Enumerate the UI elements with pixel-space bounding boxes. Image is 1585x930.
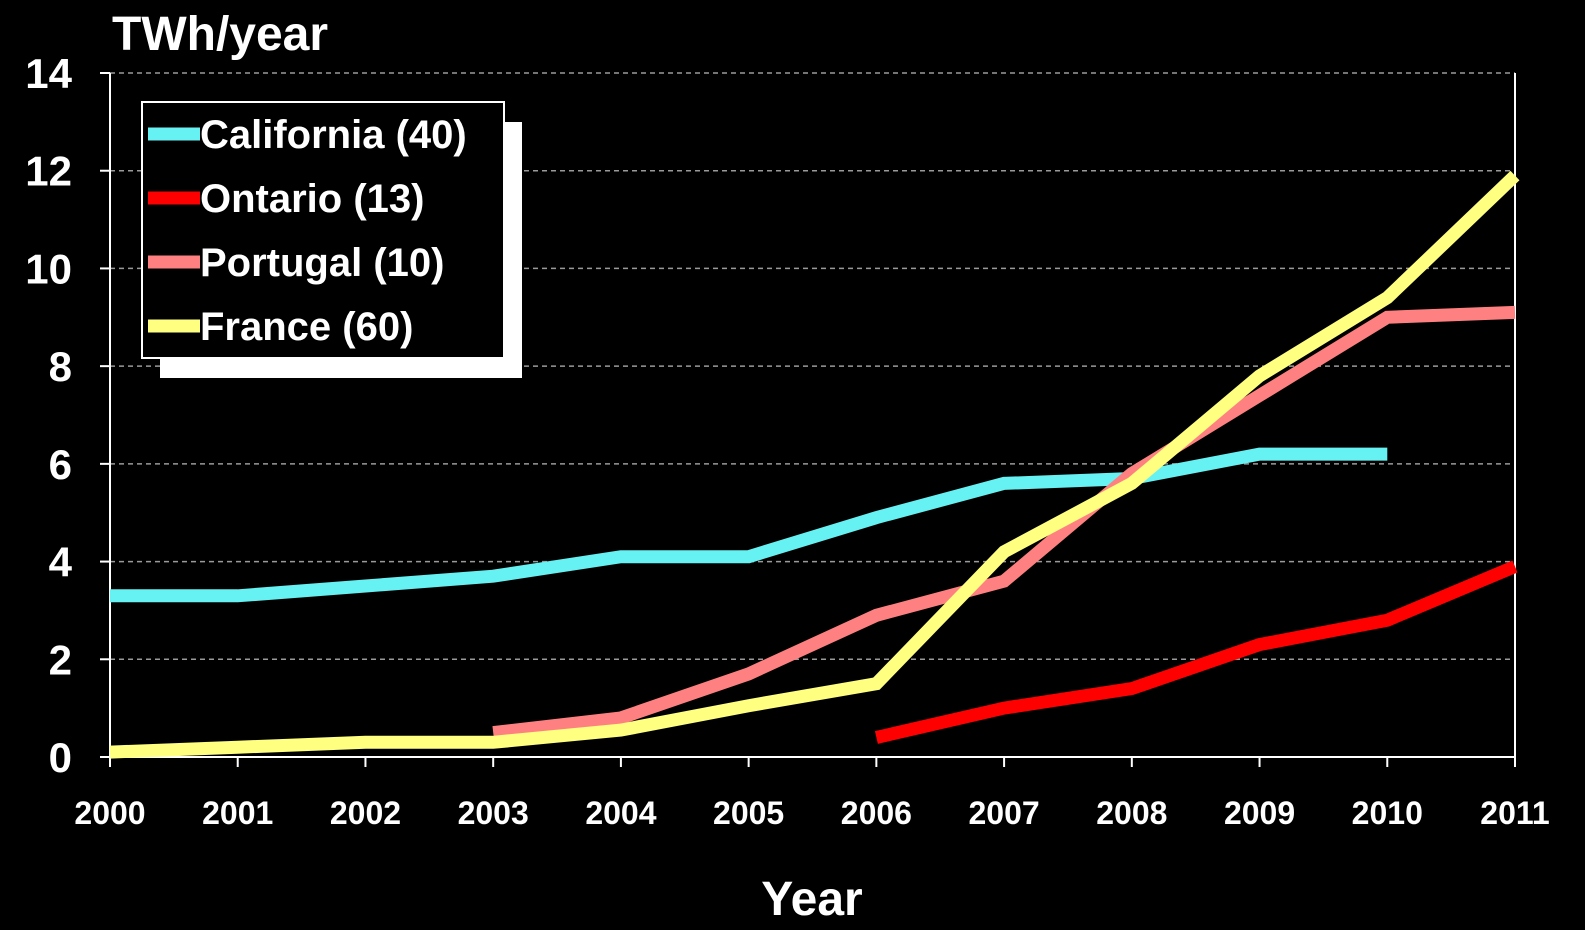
x-tick-label: 2000: [74, 795, 145, 831]
series-line-ontario-13: [874, 560, 1518, 744]
x-tick-label: 2007: [968, 795, 1039, 831]
series-line-france-60: [109, 170, 1520, 759]
legend-entry-label: Ontario (13): [200, 177, 424, 221]
x-tick-label: 2001: [202, 795, 273, 831]
y-tick-label: 10: [25, 245, 72, 292]
y-tick-label: 0: [49, 734, 72, 781]
legend-entry-label: California (40): [200, 113, 467, 157]
x-tick-label: 2003: [458, 795, 529, 831]
y-tick-label: 14: [25, 50, 72, 97]
y-tick-label: 8: [49, 343, 72, 390]
x-tick-label: 2004: [585, 795, 656, 831]
y-tick-label: 2: [49, 636, 72, 683]
x-tick-label: 2011: [1480, 795, 1549, 831]
legend: California (40) Ontario (13) Portugal (10)…: [141, 101, 522, 378]
series-line-portugal-10: [492, 305, 1516, 740]
x-tick-label: 2010: [1352, 795, 1423, 831]
x-tick-label: 2009: [1224, 795, 1295, 831]
legend-box: [141, 101, 505, 359]
axes: [100, 72, 1516, 767]
legend-entry-label: France (60): [200, 305, 413, 349]
x-axis-title: Year: [761, 873, 862, 926]
x-tick-label: 2005: [713, 795, 784, 831]
legend-entry-label: Portugal (10): [200, 241, 444, 285]
y-tick-label: 4: [49, 539, 73, 586]
x-tick-label: 2006: [841, 795, 912, 831]
y-axis-title: TWh/year: [112, 8, 328, 61]
x-tick-label: 2002: [330, 795, 401, 831]
y-tick-label: 12: [25, 148, 72, 195]
series-lines: [109, 170, 1520, 759]
x-tick-label: 2008: [1096, 795, 1167, 831]
series-line-california-40: [110, 447, 1388, 603]
tick-labels: 0 2 4 6 8 10 12 14 2000 2001 2002 2003 2004 2005 2006 2…: [25, 50, 1549, 831]
y-tick-label: 6: [49, 441, 72, 488]
